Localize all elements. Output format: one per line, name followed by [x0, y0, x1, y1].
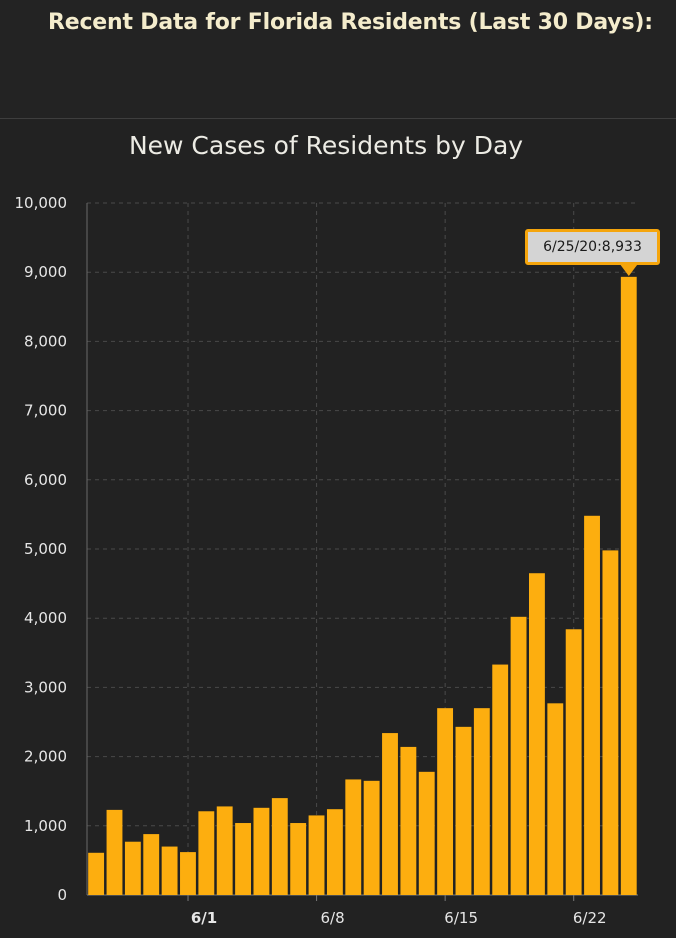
bar [492, 664, 509, 895]
chart-tooltip: 6/25/20:8,933 [525, 229, 660, 265]
bar [584, 515, 600, 895]
x-tick-label: 6/8 [321, 909, 345, 927]
y-tick-label: 8,000 [24, 332, 67, 350]
y-tick-label: 1,000 [24, 817, 67, 835]
y-tick-label: 3,000 [24, 678, 67, 696]
bar [180, 852, 196, 895]
bar [345, 779, 362, 895]
bar [216, 806, 233, 895]
tooltip-pointer [619, 264, 638, 276]
bar [529, 573, 545, 895]
bar [382, 733, 398, 895]
x-tick-label: 6/22 [573, 909, 607, 927]
y-tick-label: 2,000 [24, 748, 67, 766]
bar [326, 809, 343, 895]
bar [418, 771, 435, 895]
y-tick-label: 5,000 [24, 540, 67, 558]
header-bar: Recent Data for Florida Residents (Last … [0, 0, 676, 119]
bar [88, 852, 105, 895]
bar [565, 629, 582, 895]
bar [271, 798, 288, 895]
x-tick-label: 6/1 [191, 909, 217, 927]
y-tick-label: 7,000 [24, 402, 67, 420]
bar [455, 726, 472, 895]
bar [198, 811, 215, 895]
bar [602, 550, 619, 895]
y-tick-label: 10,000 [15, 194, 68, 212]
y-tick-label: 9,000 [24, 263, 67, 281]
chart-title: New Cases of Residents by Day [128, 131, 524, 160]
page-title: Recent Data for Florida Residents (Last … [48, 10, 653, 35]
bar [437, 708, 454, 895]
bar [400, 746, 417, 895]
bar [161, 846, 178, 895]
bar [235, 823, 251, 895]
bar [106, 809, 123, 895]
bar [124, 841, 141, 895]
bar [620, 276, 637, 895]
bar [308, 815, 325, 895]
x-tick-label: 6/15 [444, 909, 478, 927]
y-tick-label: 4,000 [24, 609, 67, 627]
y-tick-label: 6,000 [24, 471, 67, 489]
bar [547, 703, 564, 895]
bar [253, 807, 270, 895]
bar [510, 616, 527, 895]
bar [290, 823, 307, 895]
bar [363, 780, 380, 895]
y-tick-label: 0 [57, 886, 67, 904]
bar [143, 834, 160, 895]
bar [473, 708, 490, 895]
